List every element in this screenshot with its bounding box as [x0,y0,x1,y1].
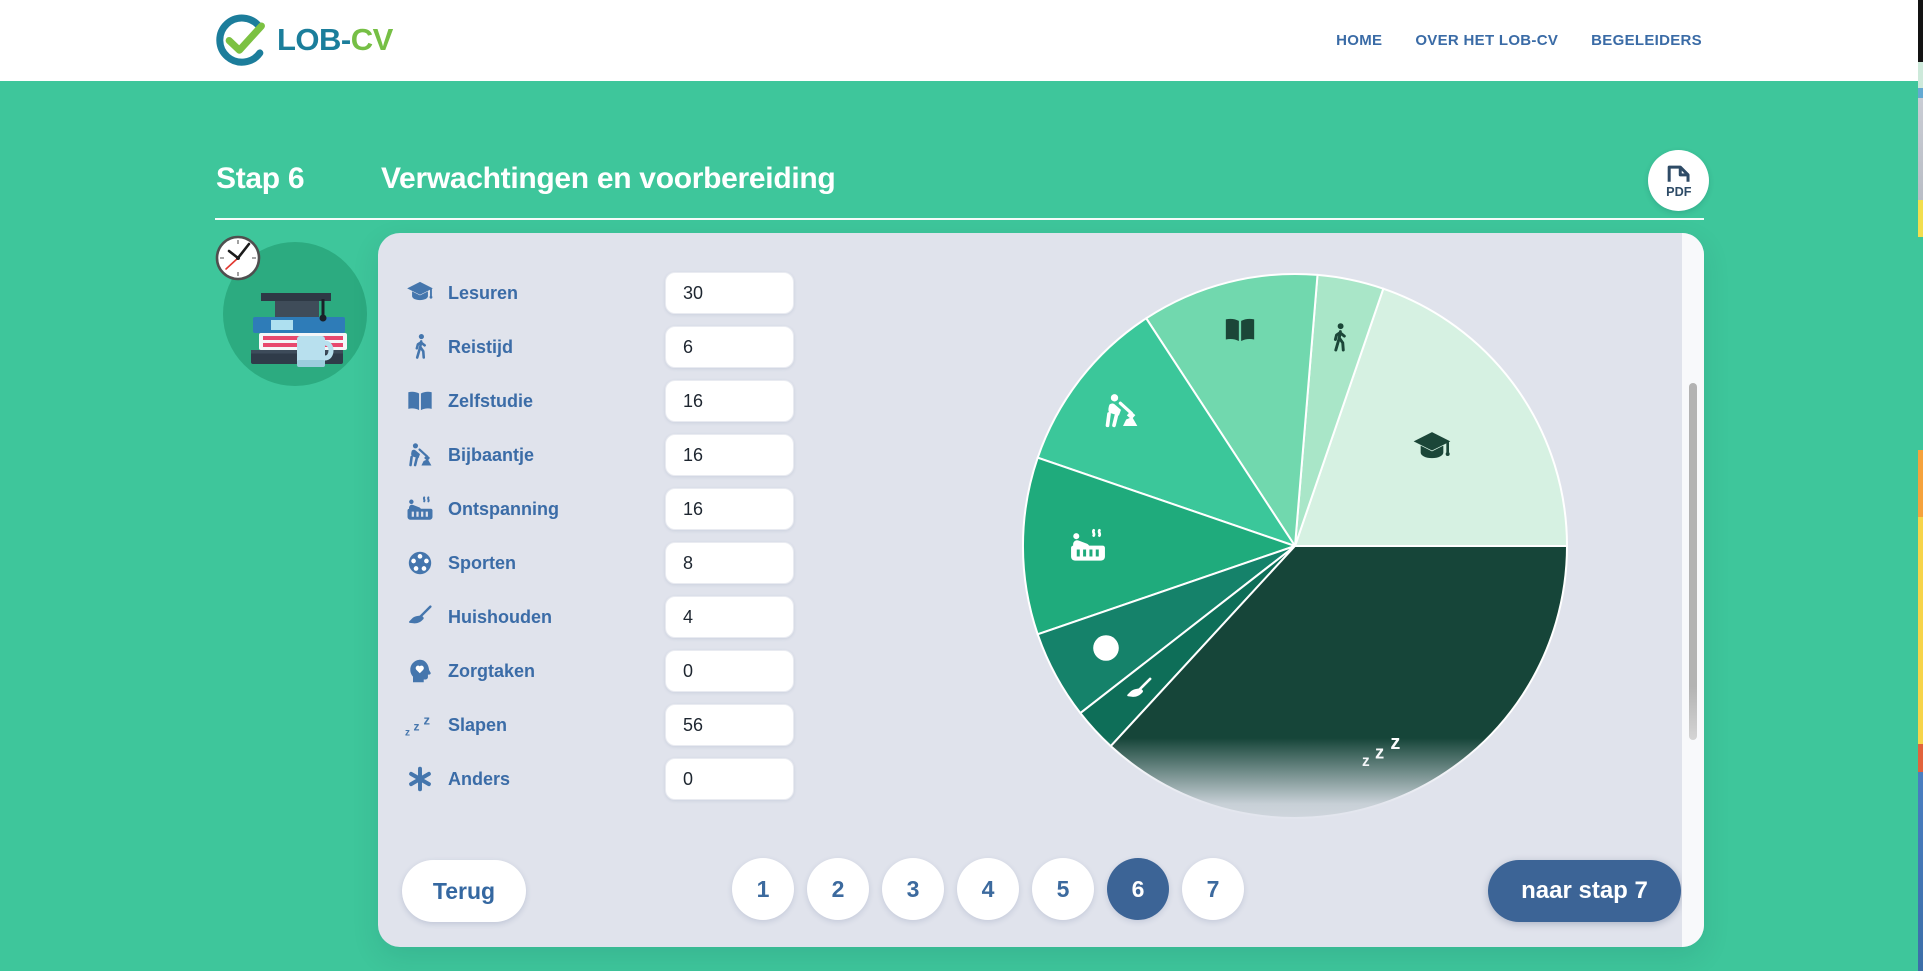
step-page-6-current[interactable]: 6 [1107,858,1169,920]
step-form-card: Lesuren Reistijd Zelfstudie Bijbaantje Ontsp… [378,233,1704,947]
activity-row-sporten: Sporten [405,542,516,584]
reistijd-hours-input[interactable] [665,326,794,368]
card-scrollbar-thumb[interactable] [1689,383,1697,740]
nav-home[interactable]: HOME [1336,32,1383,49]
activity-row-huishouden: Huishouden [405,596,552,638]
activity-row-reistijd: Reistijd [405,326,513,368]
bijbaantje-hours-input[interactable] [665,434,794,476]
logo-text: LOB-CV [277,22,393,57]
anders-hours-input[interactable] [665,758,794,800]
title-divider [215,218,1704,220]
zzz-icon [405,711,435,739]
asterisk-icon [405,765,435,793]
slapen-hours-input[interactable] [665,704,794,746]
activity-row-anders: Anders [405,758,510,800]
activity-row-bijbaantje: Bijbaantje [405,434,534,476]
pie-slice-ontspanning [1021,456,1299,636]
activity-label: Reistijd [448,336,514,357]
activity-row-zelfstudie: Zelfstudie [405,380,533,422]
step-illustration [205,222,369,386]
step-page-4[interactable]: 4 [957,858,1019,920]
activity-label: Huishouden [448,606,552,627]
page-title: Verwachtingen en voorbereiding [381,162,836,195]
main-nav: HOME OVER HET LOB-CV BEGELEIDERS [1336,0,1702,81]
broom-icon [405,603,435,631]
download-pdf-button[interactable] [1648,150,1709,211]
grad-cap-icon [405,279,435,307]
lesuren-hours-input[interactable] [665,272,794,314]
activity-label: Anders [448,768,511,789]
pie-slice-bijbaantje [1036,316,1298,548]
activity-label: Slapen [448,714,508,735]
activity-label: Zelfstudie [448,390,534,411]
step-page-2[interactable]: 2 [807,858,869,920]
soccer-ball-icon [405,549,435,577]
activity-label: Zorgtaken [448,660,536,681]
head-heart-icon [405,657,435,685]
activity-label: Lesuren [448,282,519,303]
next-step-button[interactable]: naar stap 7 [1488,860,1681,922]
pie-slice-lesuren [1293,287,1569,547]
book-open-icon [405,387,435,415]
activity-row-zorgtaken: Zorgtaken [405,650,535,692]
hot-tub-icon [405,495,435,523]
nav-over-het-lob-cv[interactable]: OVER HET LOB-CV [1415,32,1559,49]
activity-row-lesuren: Lesuren [405,272,518,314]
pie-slice-zelfstudie [1144,272,1319,549]
logo[interactable]: LOB-CV [213,12,393,68]
step-label: Stap 6 [216,162,305,195]
nav-begeleiders[interactable]: BEGELEIDERS [1591,32,1702,49]
card-scrollbar-track [1682,233,1704,947]
hours-pie-chart [1020,271,1570,821]
ontspanning-hours-input[interactable] [665,488,794,530]
person-walking-icon [405,333,435,361]
step-page-7[interactable]: 7 [1182,858,1244,920]
activity-row-ontspanning: Ontspanning [405,488,559,530]
back-button[interactable]: Terug [402,860,526,922]
huishouden-hours-input[interactable] [665,596,794,638]
zorgtaken-hours-input[interactable] [665,650,794,692]
person-digging-icon [405,441,435,469]
activity-row-slapen: Slapen [405,704,507,746]
activity-label: Sporten [448,552,517,573]
step-page-1[interactable]: 1 [732,858,794,920]
top-navbar: LOB-CV HOME OVER HET LOB-CV BEGELEIDERS [0,0,1923,81]
activity-label: Ontspanning [448,498,559,519]
sporten-hours-input[interactable] [665,542,794,584]
pdf-file-icon [1660,162,1698,200]
step-page-5[interactable]: 5 [1032,858,1094,920]
activity-label: Bijbaantje [448,444,535,465]
logo-checkmark-icon [216,14,265,66]
zelfstudie-hours-input[interactable] [665,380,794,422]
pie-bottom-fade [988,738,1588,848]
step-page-3[interactable]: 3 [882,858,944,920]
